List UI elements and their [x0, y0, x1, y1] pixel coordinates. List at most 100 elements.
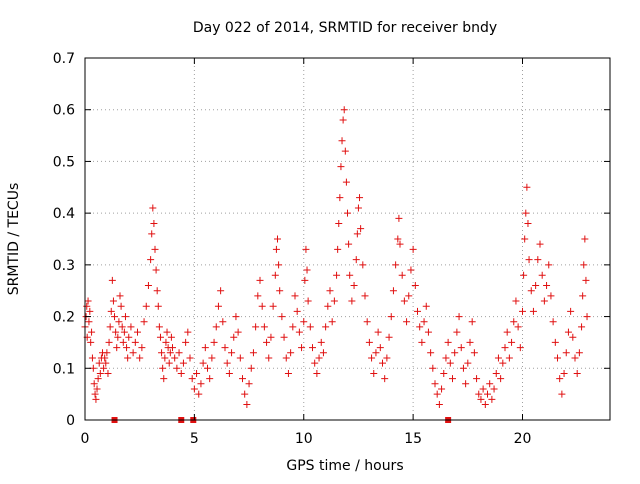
- data-point: [340, 106, 348, 114]
- data-point: [350, 282, 358, 290]
- data-point: [177, 369, 185, 377]
- data-point: [265, 354, 273, 362]
- data-point: [95, 359, 103, 367]
- data-point: [236, 354, 244, 362]
- data-point: [195, 390, 203, 398]
- data-point: [197, 380, 205, 388]
- data-point: [374, 328, 382, 336]
- data-point: [345, 240, 353, 248]
- data-point: [324, 302, 332, 310]
- data-point: [120, 328, 128, 336]
- data-point: [303, 266, 311, 274]
- data-point: [556, 375, 564, 383]
- data-point: [282, 354, 290, 362]
- data-point: [420, 318, 428, 326]
- x-tick-label: 5: [190, 431, 199, 447]
- y-tick-label: 0.2: [53, 310, 75, 326]
- data-point: [352, 256, 360, 264]
- data-point: [93, 385, 101, 393]
- y-tick-label: 0: [66, 413, 75, 429]
- data-point: [175, 349, 183, 357]
- data-point: [519, 307, 526, 315]
- data-point: [582, 276, 590, 284]
- data-point: [221, 344, 229, 352]
- data-point: [102, 359, 110, 367]
- data-point: [446, 359, 454, 367]
- data-point: [370, 369, 378, 377]
- data-point: [335, 219, 343, 227]
- data-point: [147, 256, 155, 264]
- data-point: [295, 328, 303, 336]
- data-point: [239, 375, 246, 383]
- data-point: [166, 349, 174, 357]
- data-point: [201, 344, 209, 352]
- data-point: [105, 338, 113, 346]
- data-point: [204, 364, 211, 372]
- data-point: [304, 297, 312, 305]
- data-point: [319, 349, 327, 357]
- data-point: [109, 297, 117, 305]
- y-axis-label: SRMTID / TECUs: [6, 183, 22, 296]
- plot-frame: [84, 57, 611, 421]
- data-point: [88, 354, 96, 362]
- data-point: [468, 318, 476, 326]
- data-point: [252, 323, 260, 331]
- data-point: [298, 344, 306, 352]
- data-point: [527, 287, 535, 295]
- x-axis-label: GPS time / hours: [286, 458, 403, 474]
- data-point: [271, 271, 279, 279]
- data-point: [353, 230, 361, 238]
- data-point: [359, 261, 367, 269]
- data-point: [150, 219, 158, 227]
- data-point: [578, 323, 586, 331]
- data-point: [300, 318, 308, 326]
- data-point: [258, 302, 266, 310]
- data-point: [344, 209, 351, 217]
- data-point: [276, 287, 284, 295]
- data-point: [111, 313, 119, 321]
- data-point: [182, 338, 190, 346]
- data-point: [455, 313, 463, 321]
- data-point: [381, 375, 389, 383]
- data-point: [142, 302, 150, 310]
- data-point: [114, 333, 122, 341]
- data-point: [129, 349, 137, 357]
- data-point: [94, 375, 102, 383]
- data-point: [254, 292, 262, 300]
- data-point: [190, 385, 198, 393]
- data-point: [337, 163, 345, 171]
- data-point: [549, 318, 557, 326]
- data-point: [409, 245, 417, 253]
- y-tick-label: 0.5: [53, 154, 75, 170]
- data-point: [256, 276, 264, 284]
- data-point: [149, 204, 157, 212]
- data-point: [427, 349, 435, 357]
- data-point: [551, 338, 559, 346]
- axis-ticks: [84, 57, 610, 421]
- data-point: [212, 323, 220, 331]
- data-point: [514, 323, 522, 331]
- data-point: [508, 338, 516, 346]
- data-point: [558, 390, 566, 398]
- data-point: [516, 344, 524, 352]
- data-point: [173, 364, 181, 372]
- data-point: [538, 271, 546, 279]
- x-tick-label: 20: [514, 431, 532, 447]
- data-point: [431, 380, 439, 388]
- data-point: [405, 292, 413, 300]
- data-point: [106, 323, 114, 331]
- data-point: [322, 323, 330, 331]
- data-point: [580, 261, 588, 269]
- data-point: [529, 307, 537, 315]
- data-point: [562, 349, 570, 357]
- data-point: [206, 375, 214, 383]
- data-point: [525, 256, 533, 264]
- data-point: [560, 369, 568, 377]
- chart-title: Day 022 of 2014, SRMTID for receiver bnd…: [193, 20, 497, 36]
- data-point: [554, 354, 561, 362]
- data-point: [466, 338, 474, 346]
- data-point: [315, 354, 323, 362]
- data-point: [241, 390, 249, 398]
- data-point: [162, 338, 170, 346]
